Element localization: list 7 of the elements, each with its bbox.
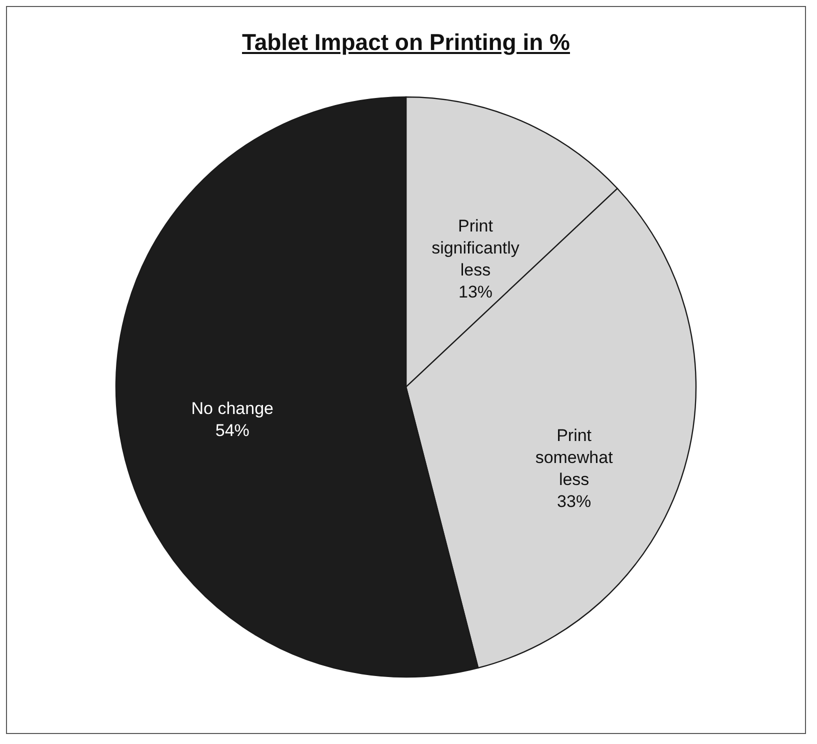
slice-label: Print significantly less <box>432 216 520 280</box>
slice-label: No change <box>191 398 274 418</box>
chart-title: Tablet Impact on Printing in % <box>241 29 571 56</box>
data-label: 54% <box>215 420 250 440</box>
data-label: 13% <box>458 282 493 302</box>
data-label: 33% <box>557 492 592 511</box>
slice-label: Print somewhat less <box>535 426 614 489</box>
